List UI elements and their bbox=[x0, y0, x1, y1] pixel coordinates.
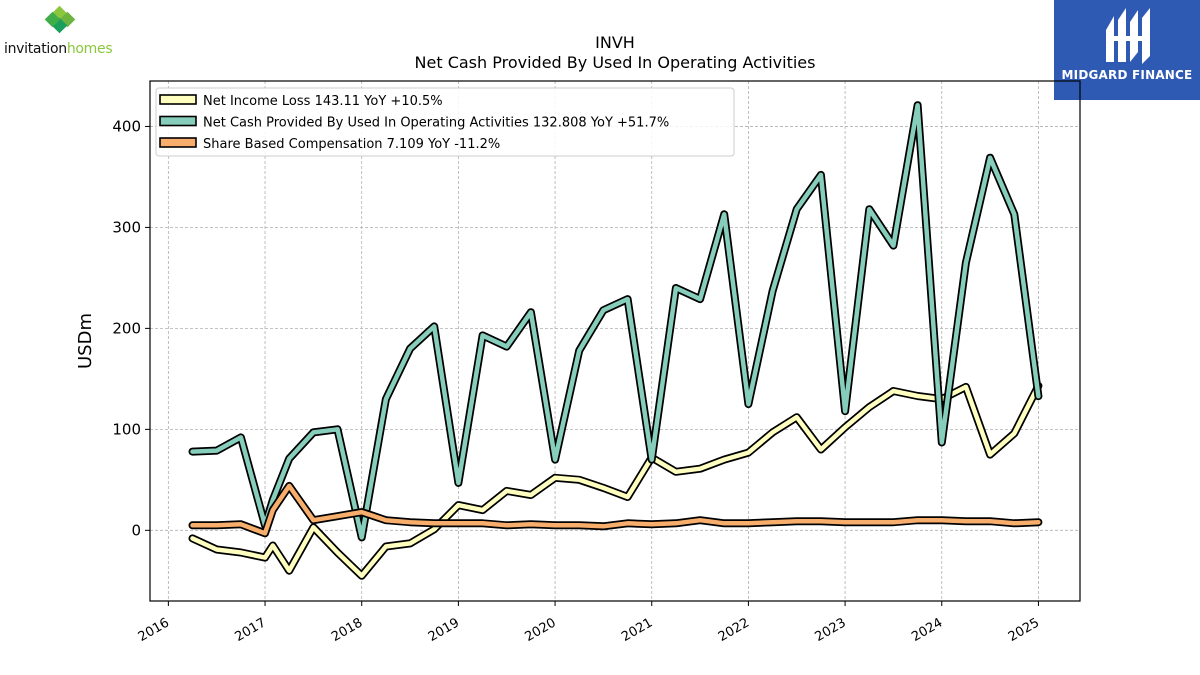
x-tick-label: 2021 bbox=[619, 615, 655, 645]
midgard-emblem-icon bbox=[1106, 8, 1150, 64]
series-line-1 bbox=[190, 102, 1041, 540]
legend-label-0: Net Income Loss 143.11 YoY +10.5% bbox=[203, 94, 443, 109]
invitation-homes-logo: invitationhomes bbox=[4, 4, 134, 60]
series-outline-1 bbox=[188, 101, 1043, 542]
series-line-2 bbox=[190, 483, 1041, 536]
x-tick-label: 2022 bbox=[716, 615, 752, 645]
y-axis: 0 100 200 300 400 bbox=[112, 117, 150, 539]
legend-label-1: Net Cash Provided By Used In Operating A… bbox=[203, 116, 669, 131]
clover-logo-icon bbox=[44, 5, 76, 34]
legend-swatch-2 bbox=[159, 137, 197, 148]
logo-word-invitation: invitation bbox=[4, 41, 67, 57]
legend-swatch-1 bbox=[159, 115, 197, 127]
y-tick-label: 100 bbox=[112, 420, 141, 438]
midgard-wordmark: MIDGARD FINANCE bbox=[1061, 68, 1193, 82]
y-tick-label: 200 bbox=[112, 319, 141, 337]
x-axis: 2016 2017 2018 2019 2020 2021 2022 2023 2024 2025 bbox=[136, 601, 1042, 645]
x-tick-label: 2023 bbox=[813, 615, 849, 645]
x-tick-label: 2019 bbox=[426, 615, 462, 645]
x-tick-label: 2025 bbox=[1006, 615, 1042, 645]
x-tick-label: 2018 bbox=[329, 615, 365, 645]
series-line-0 bbox=[190, 383, 1041, 579]
x-tick-label: 2024 bbox=[909, 615, 945, 645]
x-tick-label: 2020 bbox=[523, 615, 559, 645]
grid-lines bbox=[150, 81, 1080, 601]
y-tick-label: 400 bbox=[112, 117, 141, 135]
legend: Net Income Loss 143.11 YoY +10.5% Net Cas… bbox=[155, 87, 735, 157]
legend-swatch-0 bbox=[159, 94, 197, 105]
y-tick-label: 0 bbox=[131, 521, 141, 539]
series-outline-0 bbox=[188, 381, 1043, 580]
legend-box bbox=[155, 87, 735, 157]
logo-wordmark: invitationhomes bbox=[4, 41, 113, 57]
x-tick-label: 2017 bbox=[232, 615, 268, 645]
logo-word-homes: homes bbox=[66, 41, 113, 57]
midgard-finance-logo: MIDGARD FINANCE bbox=[1054, 0, 1200, 100]
chart-title: INVH bbox=[595, 33, 635, 52]
series-layer bbox=[188, 101, 1043, 580]
y-tick-label: 300 bbox=[112, 218, 141, 236]
legend-label-2: Share Based Compensation 7.109 YoY -11.2… bbox=[203, 137, 500, 152]
plot-frame bbox=[149, 80, 1081, 602]
x-tick-label: 2016 bbox=[136, 615, 172, 645]
y-axis-label: USDm bbox=[75, 313, 96, 369]
chart-subtitle: Net Cash Provided By Used In Operating A… bbox=[415, 53, 816, 72]
